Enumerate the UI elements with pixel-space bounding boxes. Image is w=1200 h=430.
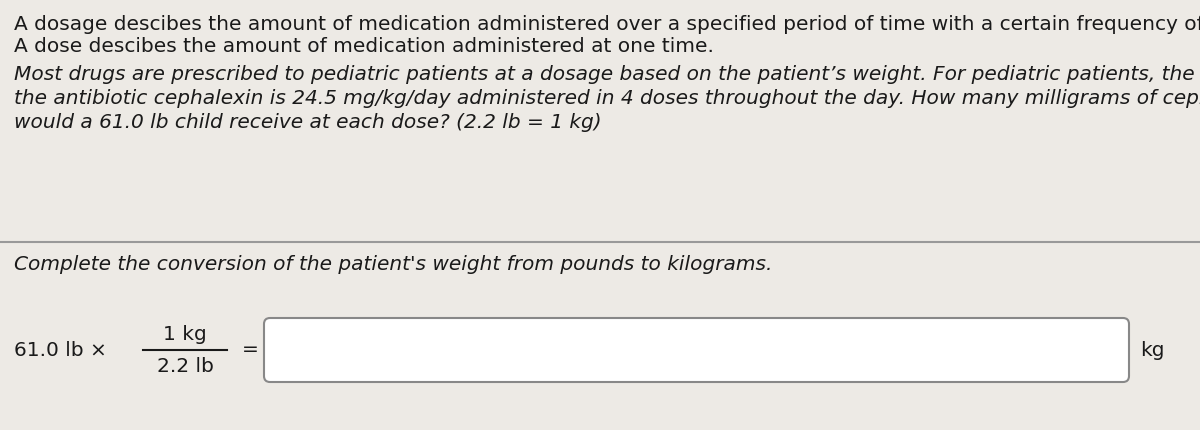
Text: Most drugs are prescribed to pediatric patients at a dosage based on the patient: Most drugs are prescribed to pediatric p… [14,65,1200,84]
Text: A dose descibes the amount of medication administered at one time.: A dose descibes the amount of medication… [14,37,714,56]
Text: kg: kg [1140,341,1164,359]
Text: the antibiotic cephalexin is 24.5 mg/kg/day administered in 4 doses throughout t: the antibiotic cephalexin is 24.5 mg/kg/… [14,89,1200,108]
Text: 1 kg: 1 kg [163,325,206,344]
Text: would a 61.0 lb child receive at each dose? (2.2 lb = 1 kg): would a 61.0 lb child receive at each do… [14,113,601,132]
Text: 61.0 lb ×: 61.0 lb × [14,341,107,359]
Text: A dosage descibes the amount of medication administered over a specified period : A dosage descibes the amount of medicati… [14,15,1200,34]
Text: Complete the conversion of the patient's weight from pounds to kilograms.: Complete the conversion of the patient's… [14,255,773,274]
Text: 2.2 lb: 2.2 lb [156,356,214,375]
FancyBboxPatch shape [264,318,1129,382]
Text: =: = [242,341,259,359]
